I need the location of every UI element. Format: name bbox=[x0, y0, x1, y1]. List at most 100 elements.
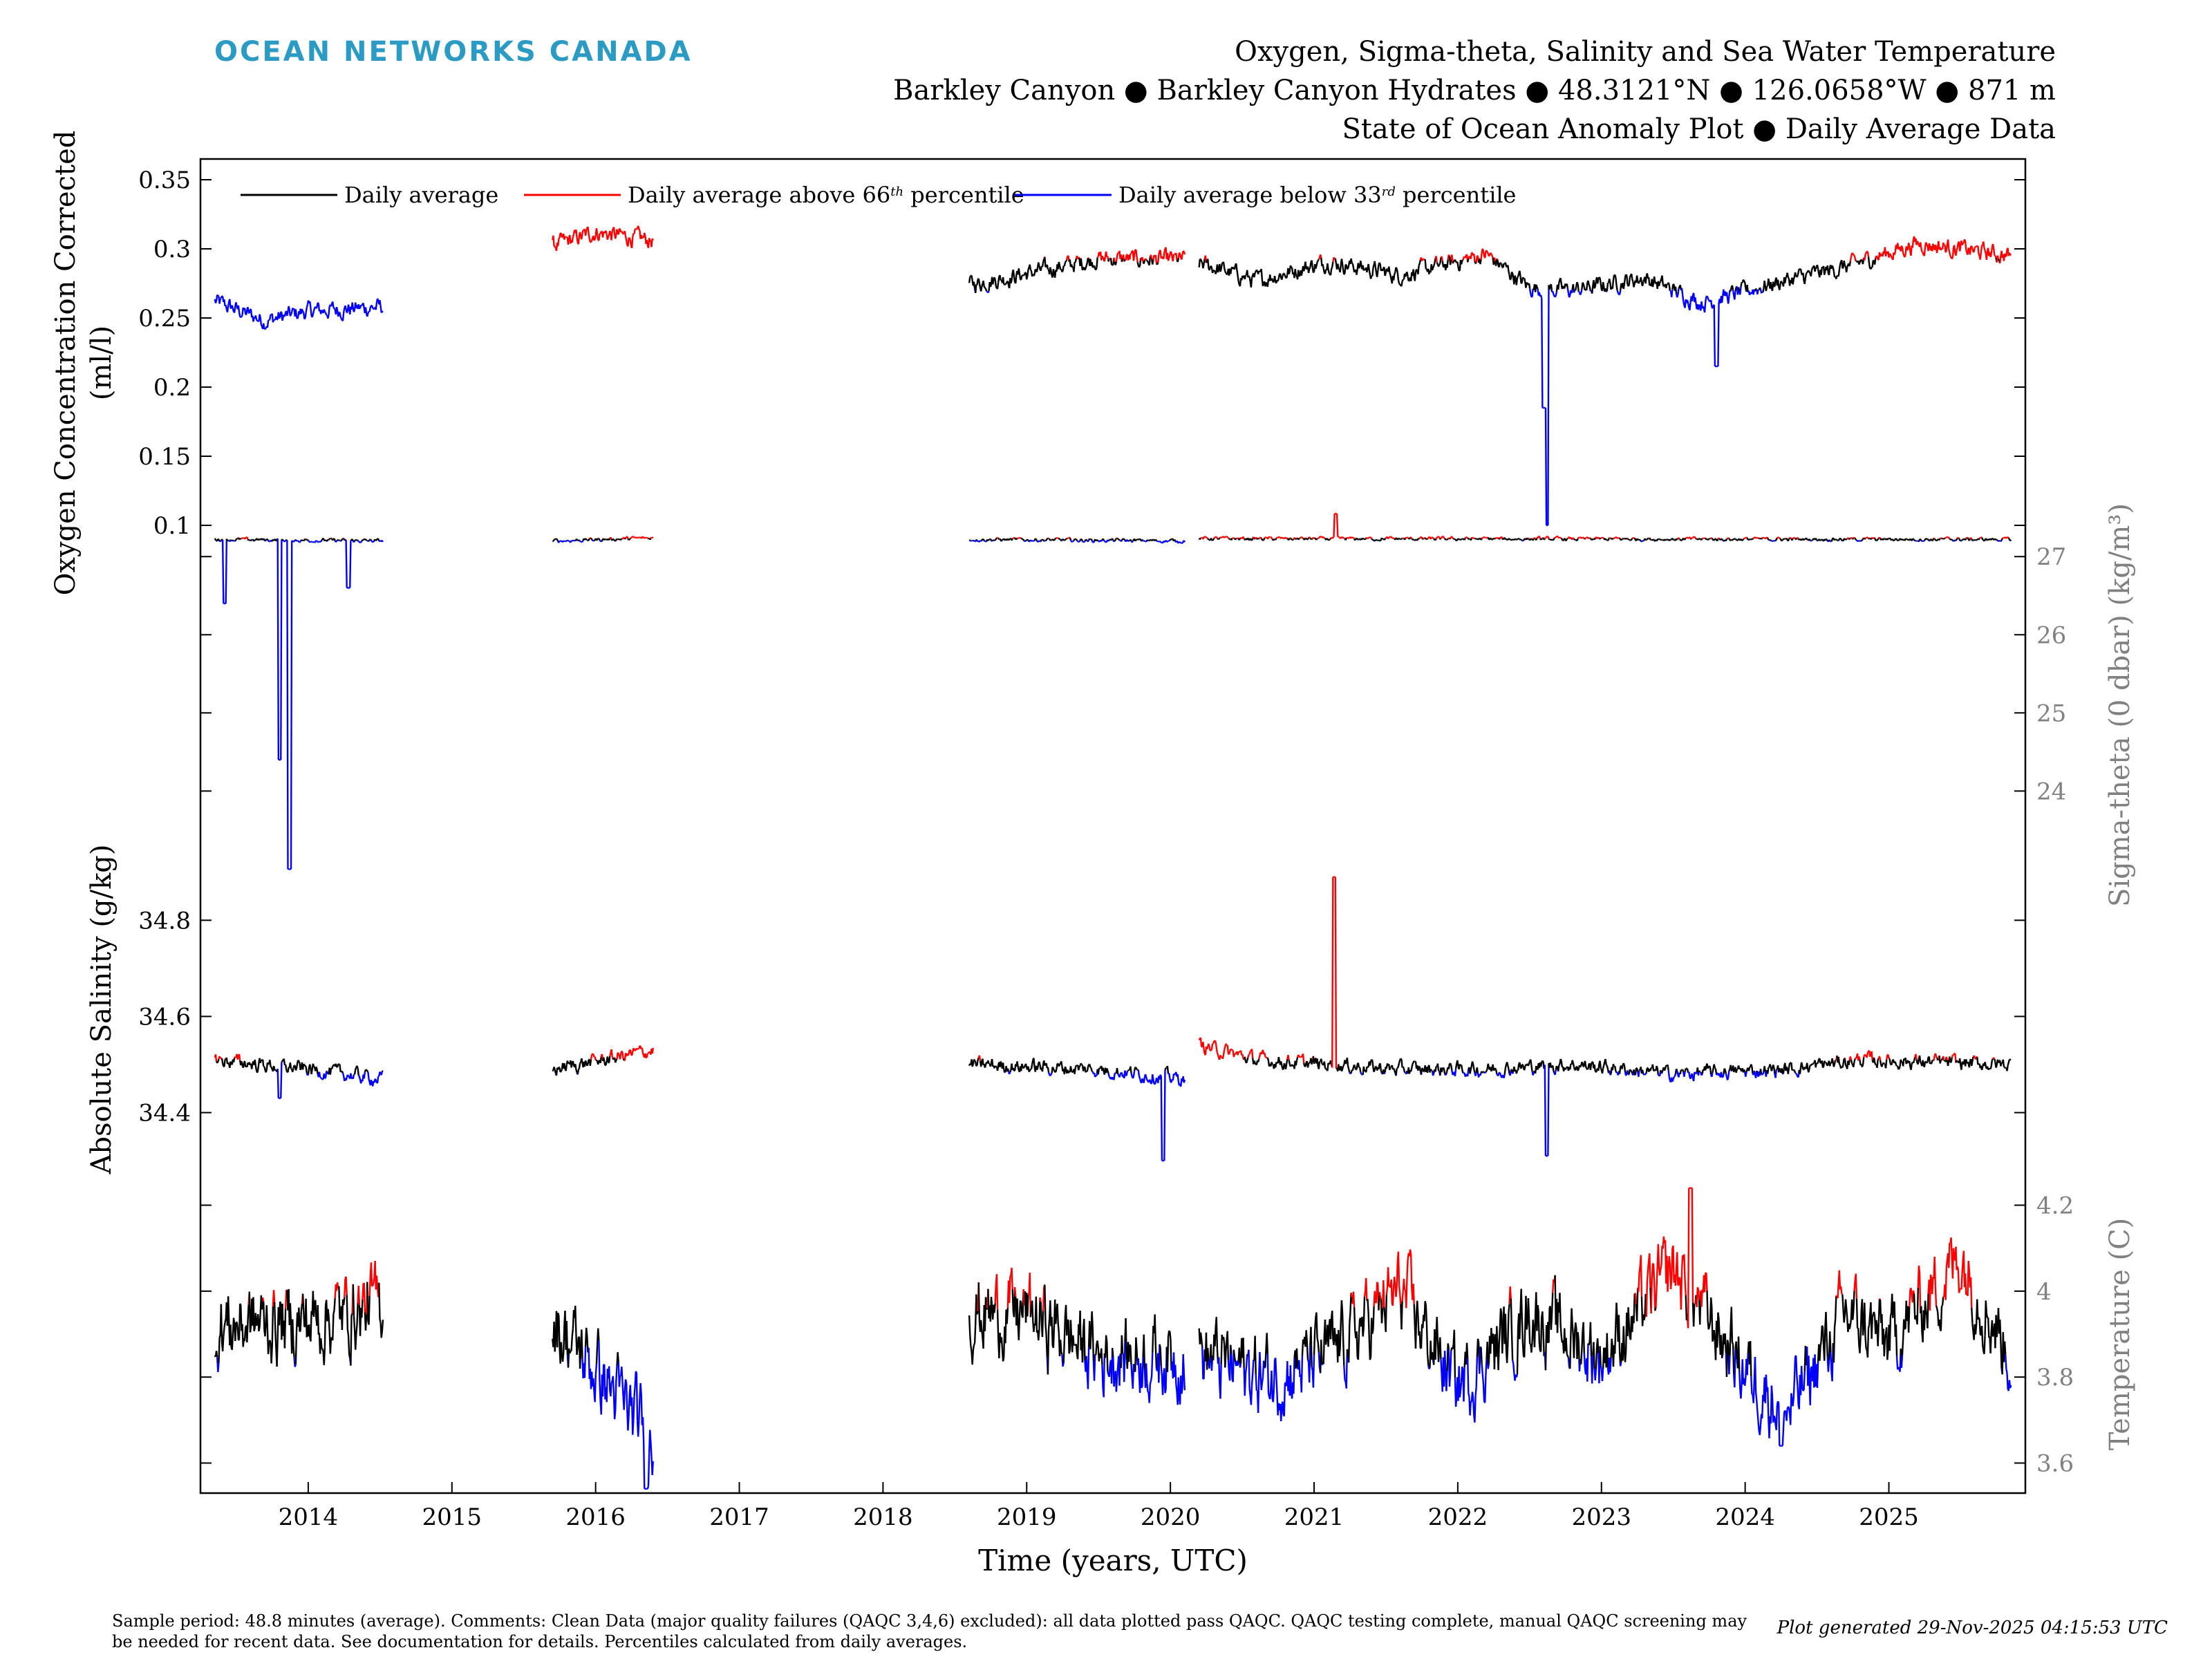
salinity-daily-segment bbox=[1580, 1065, 1582, 1068]
sigma-theta-daily-segment bbox=[290, 541, 293, 870]
salinity-daily-segment bbox=[572, 1060, 575, 1066]
sigma-theta-daily-segment bbox=[330, 537, 332, 540]
salinity-daily-segment bbox=[628, 1049, 630, 1055]
sigma-theta-daily-segment bbox=[286, 540, 289, 870]
sigma-theta-daily-segment bbox=[584, 538, 588, 541]
sigma-theta-daily-segment bbox=[1456, 538, 1459, 542]
salinity-daily-segment bbox=[292, 1065, 295, 1069]
sigma-theta-daily-segment bbox=[1342, 536, 1344, 539]
salinity-daily-segment bbox=[1509, 1069, 1512, 1076]
sigma-theta-daily-segment bbox=[1079, 538, 1082, 541]
sigma-theta-daily-segment bbox=[1965, 538, 1967, 541]
salinity-daily-segment bbox=[1241, 1053, 1244, 1059]
sigma-theta-daily-segment bbox=[1566, 537, 1568, 540]
sigma-theta-daily-segment bbox=[1480, 538, 1483, 541]
sigma-theta-daily-segment bbox=[371, 541, 373, 543]
salinity-daily-segment bbox=[1649, 1067, 1652, 1071]
salinity-daily-segment bbox=[1168, 1073, 1171, 1078]
salinity-daily-segment bbox=[1623, 1065, 1627, 1072]
oxygen-daily-segment bbox=[1049, 267, 1052, 271]
sigma-theta-daily-segment bbox=[556, 539, 559, 542]
oxygen-daily-segment bbox=[259, 314, 261, 318]
salinity-daily-segment bbox=[1782, 1066, 1785, 1074]
salinity-daily-segment bbox=[1790, 1062, 1793, 1071]
sigma-theta-daily-segment bbox=[1309, 536, 1311, 539]
sigma-theta-daily-segment bbox=[1761, 537, 1763, 540]
salinity-daily-segment bbox=[1931, 1059, 1933, 1062]
oxygen-daily-segment bbox=[1374, 261, 1377, 268]
salinity-daily-segment bbox=[1210, 1049, 1212, 1051]
oxygen-daily-segment bbox=[216, 294, 219, 297]
sigma-theta-daily-segment bbox=[1105, 541, 1108, 543]
salinity-daily-segment bbox=[553, 1067, 556, 1070]
oxygen-daily-segment bbox=[1315, 265, 1318, 270]
oxygen-daily-segment bbox=[1832, 267, 1835, 272]
oxygen-daily-segment bbox=[376, 298, 379, 301]
oxygen-daily-segment bbox=[1787, 276, 1790, 279]
oxygen-daily-segment bbox=[1997, 259, 2000, 261]
oxygen-daily-segment bbox=[1397, 279, 1400, 284]
sigma-theta-daily-segment bbox=[1305, 538, 1308, 541]
oxygen-daily-segment bbox=[1732, 290, 1735, 296]
oxygen-daily-segment bbox=[1034, 268, 1037, 271]
sigma-theta-daily-segment bbox=[1011, 538, 1013, 541]
salinity-daily-segment bbox=[1634, 1067, 1638, 1076]
salinity-daily-segment bbox=[1803, 1066, 1806, 1069]
oxygen-daily-segment bbox=[1080, 258, 1083, 265]
oxygen-daily-segment bbox=[579, 232, 582, 238]
oxygen-daily-segment bbox=[1011, 272, 1013, 281]
salinity-daily-segment bbox=[1700, 1073, 1703, 1076]
salinity-daily-segment bbox=[1991, 1058, 1994, 1061]
salinity-daily-segment bbox=[1472, 1064, 1475, 1069]
oxygen-daily-segment bbox=[1254, 270, 1257, 274]
sigma-theta-daily-segment bbox=[1907, 538, 1910, 541]
salinity-daily-segment bbox=[1049, 1074, 1052, 1076]
oxygen-daily-segment bbox=[1446, 259, 1449, 268]
sigma-theta-daily-segment bbox=[1830, 539, 1833, 542]
sigma-theta-daily-segment bbox=[1371, 538, 1373, 541]
salinity-daily-segment bbox=[379, 1071, 382, 1074]
oxygen-daily-segment bbox=[1294, 268, 1297, 276]
sigma-theta-daily-segment bbox=[1102, 538, 1105, 541]
salinity-daily-segment bbox=[1712, 1068, 1714, 1073]
oxygen-daily-segment bbox=[1371, 268, 1374, 276]
salinity-daily-segment bbox=[1629, 1069, 1631, 1071]
salinity-daily-segment bbox=[1987, 1068, 1989, 1071]
sigma-theta-daily-segment bbox=[1826, 538, 1828, 542]
sigma-theta-daily-segment bbox=[1398, 538, 1400, 540]
oxygen-daily-segment bbox=[1023, 272, 1027, 276]
oxygen-daily-segment bbox=[1707, 297, 1709, 301]
salinity-daily-segment bbox=[1412, 1062, 1414, 1065]
sigma-theta-daily-segment bbox=[373, 540, 375, 543]
oxygen-daily-segment bbox=[607, 234, 610, 237]
oxygen-daily-segment bbox=[1806, 272, 1808, 274]
sigma-theta-daily-segment bbox=[1644, 538, 1647, 541]
salinity-daily-segment bbox=[1217, 1054, 1220, 1059]
oxygen-daily-segment bbox=[1799, 268, 1801, 270]
salinity-y-tick-label: 34.8 bbox=[138, 907, 191, 935]
salinity-daily-segment bbox=[281, 1060, 283, 1063]
oxygen-daily-segment bbox=[1879, 254, 1882, 257]
salinity-daily-segment bbox=[1373, 1069, 1376, 1073]
salinity-daily-segment bbox=[1793, 1070, 1797, 1074]
salinity-daily-segment bbox=[1503, 1074, 1506, 1078]
salinity-daily-segment bbox=[358, 1076, 362, 1080]
salinity-daily-segment bbox=[1041, 1064, 1044, 1072]
sigma-theta-daily-segment bbox=[221, 538, 223, 541]
sigma-theta-daily-segment bbox=[1519, 538, 1521, 541]
sigma-theta-daily-segment bbox=[1421, 537, 1424, 540]
salinity-daily-segment bbox=[554, 1069, 557, 1074]
sigma-theta-daily-segment bbox=[225, 538, 228, 604]
oxygen-daily-segment bbox=[1177, 258, 1180, 263]
sigma-theta-daily-segment bbox=[1791, 538, 1794, 541]
salinity-daily-segment bbox=[1432, 1073, 1435, 1076]
oxygen-daily-segment bbox=[1828, 267, 1831, 276]
sigma-theta-daily-segment bbox=[1925, 538, 1928, 540]
sigma-theta-daily-segment bbox=[1788, 537, 1791, 540]
sigma-theta-daily-segment bbox=[1163, 540, 1165, 543]
salinity-daily-segment bbox=[1144, 1074, 1147, 1078]
salinity-daily-segment bbox=[1156, 1077, 1158, 1080]
oxygen-daily-segment bbox=[1808, 270, 1810, 273]
salinity-daily-segment bbox=[1113, 1073, 1116, 1080]
sigma-theta-daily-segment bbox=[1036, 540, 1039, 543]
